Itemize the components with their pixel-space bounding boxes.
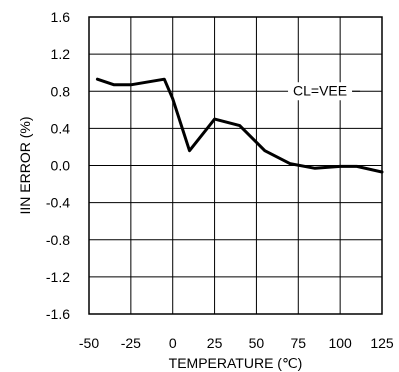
series-lines (95, 77, 384, 174)
y-tick-label: -1.6 (46, 306, 70, 322)
y-tick-label: -1.2 (46, 269, 70, 285)
y-tick-label: 0.8 (51, 83, 71, 99)
y-tick-labels: 1.6 1.2 0.8 0.4 0.0 -0.4 -0.8 -1.2 -1.6 (46, 9, 70, 322)
x-axis-label: TEMPERATURE (℃) (169, 355, 303, 371)
x-tick-label: 100 (328, 335, 352, 351)
series-line-0 (95, 77, 384, 174)
x-tick-label: 75 (290, 335, 306, 351)
x-tick-labels: -50 -25 0 25 50 75 100 125 (79, 335, 394, 351)
annotation-background (288, 82, 353, 101)
y-axis-label: IIN ERROR (%) (17, 117, 33, 215)
annotation-label: CL=VEE (293, 82, 347, 98)
y-tick-label: 0.0 (51, 158, 71, 174)
y-tick-label: -0.8 (46, 232, 70, 248)
x-tick-label: 50 (249, 335, 265, 351)
x-tick-label: 25 (207, 335, 223, 351)
x-tick-label: -50 (79, 335, 99, 351)
x-tick-label: 125 (370, 335, 394, 351)
x-tick-label: -25 (121, 335, 141, 351)
y-tick-label: 0.4 (51, 120, 71, 136)
y-tick-label: 1.6 (51, 9, 71, 25)
y-tick-label: -0.4 (46, 195, 70, 211)
annotation-group: CL=VEE (288, 82, 361, 101)
y-tick-label: 1.2 (51, 46, 71, 62)
x-tick-label: 0 (169, 335, 177, 351)
plot-frame (88, 16, 383, 315)
